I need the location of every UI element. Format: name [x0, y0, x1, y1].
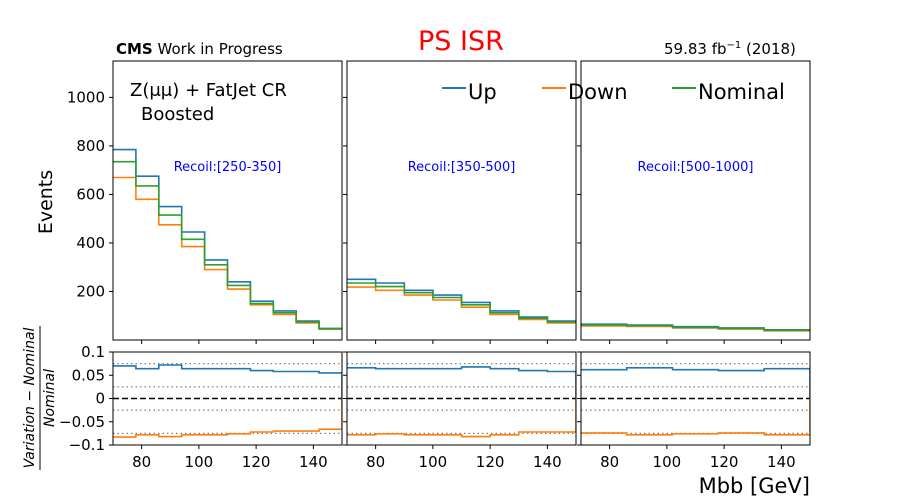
plot-area — [113, 362, 342, 438]
ratio-label-denominator: Nominal — [42, 369, 58, 427]
panel-frame — [112, 60, 343, 341]
panel-4: 80 100 120 140 — [343, 351, 577, 471]
y-tick-label: 0.05 — [72, 366, 105, 384]
series-line-nominal — [581, 324, 810, 332]
y-tick-label: 400 — [76, 234, 105, 252]
chart-title: PS ISR — [418, 26, 504, 57]
cms-label: CMS Work in Progress — [116, 40, 283, 58]
lumi-exponent: −1 — [726, 40, 742, 51]
plot-area — [347, 362, 576, 438]
plot-area — [113, 148, 342, 330]
legend-label-up: Up — [468, 80, 497, 104]
series-line-up — [347, 366, 576, 373]
plot-area — [581, 323, 810, 332]
series-line-down — [113, 176, 342, 330]
y-tick-label: 800 — [76, 137, 105, 155]
lumi-value: 59.83 fb — [664, 40, 727, 58]
status-label: Work in Progress — [152, 40, 283, 58]
series-line-up — [113, 364, 342, 374]
plot-area — [581, 362, 810, 436]
x-tick-label: 100 — [185, 453, 214, 471]
region-label-line1: Z(μμ) + FatJet CR — [130, 80, 287, 101]
x-tick-label: 80 — [600, 453, 619, 471]
series-line-nominal — [347, 282, 576, 323]
x-tick-label: 80 — [366, 453, 385, 471]
x-tick-label: 140 — [299, 453, 328, 471]
lumi-label: 59.83 fb−1 (2018) — [664, 40, 796, 58]
x-tick-label: 100 — [419, 453, 448, 471]
series-line-up — [113, 148, 342, 330]
panel-5: 80 100 120 140 — [577, 351, 811, 471]
series-line-nominal — [113, 160, 342, 330]
y-tick-label: 0.1 — [81, 343, 105, 361]
recoil-annotation: Recoil:[500-1000] — [638, 160, 754, 175]
x-tick-label: 120 — [476, 453, 505, 471]
x-tick-label: 120 — [242, 453, 271, 471]
panel-2: Recoil:[500-1000] — [577, 60, 811, 344]
y-tick-label: 200 — [76, 282, 105, 300]
panel-1: Recoil:[350-500] — [343, 60, 577, 344]
series-line-down — [113, 428, 342, 438]
x-tick-label: 80 — [132, 453, 151, 471]
ratio-label-numerator: Variation − Nominal — [22, 327, 38, 468]
plot-area — [347, 278, 576, 324]
recoil-annotation: Recoil:[350-500] — [408, 160, 516, 175]
y-tick-label: 1000 — [67, 88, 105, 106]
lumi-year: (2018) — [741, 40, 796, 58]
series-line-down — [347, 431, 576, 438]
region-label-line2: Boosted — [141, 104, 214, 125]
legend-label-down: Down — [568, 80, 628, 104]
y-tick-label: −0.05 — [59, 413, 105, 431]
ratio-y-axis-label: Variation − Nominal Nominal — [22, 326, 58, 470]
x-tick-label: 140 — [533, 453, 562, 471]
panel-frame — [580, 60, 811, 341]
panel-0: 200 400 600 800 1000 Recoil:[250-350] — [67, 60, 343, 344]
y-tick-label: 600 — [76, 185, 105, 203]
series-line-down — [581, 432, 810, 436]
recoil-annotation: Recoil:[250-350] — [174, 160, 282, 175]
panel-3: −0.1 −0.05 0 0.05 0.1 80 100 120 140 — [59, 343, 343, 471]
y-tick-label: 0 — [95, 390, 105, 408]
y-tick-label: −0.1 — [69, 436, 105, 454]
experiment-name: CMS — [116, 40, 153, 58]
panel-frame — [346, 60, 577, 341]
y-axis-label: Events — [35, 170, 57, 234]
x-tick-label: 120 — [710, 453, 739, 471]
x-axis-label: Mbb [GeV] — [699, 474, 810, 498]
series-line-up — [581, 367, 810, 372]
x-tick-label: 140 — [767, 453, 796, 471]
x-tick-label: 100 — [653, 453, 682, 471]
legend-label-nominal: Nominal — [698, 80, 785, 104]
